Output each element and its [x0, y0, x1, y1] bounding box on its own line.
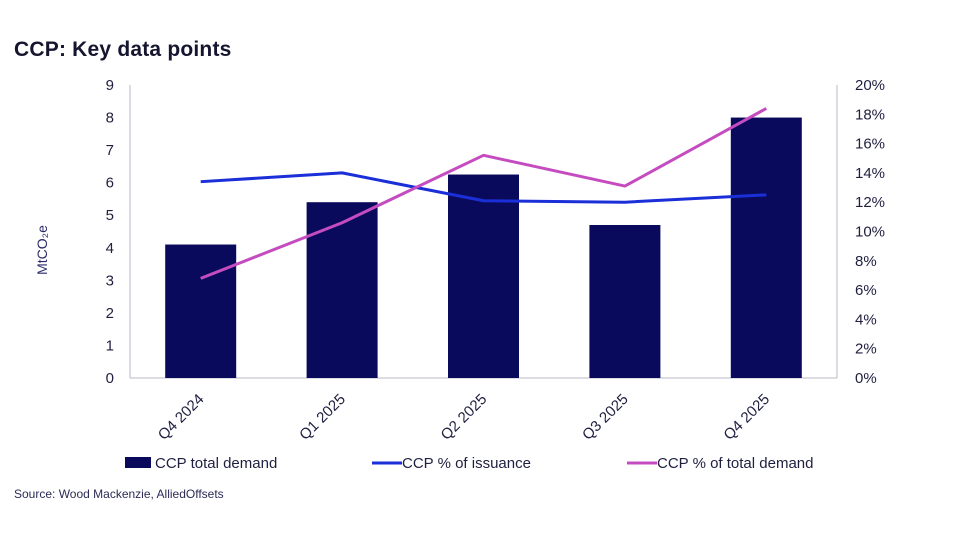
y-tick-label: 5 [106, 207, 114, 224]
y-tick-label: 1 [106, 337, 114, 354]
source-note: Source: Wood Mackenzie, AlliedOffsets [14, 487, 224, 501]
y2-tick-label: 10% [855, 224, 885, 241]
bar-q4-2024 [165, 244, 237, 378]
y2-tick-label: 18% [855, 106, 885, 123]
x-ticks: Q4 2024 Q1 2025 Q2 2025 Q3 2025 Q4 2025 [155, 391, 773, 444]
legend-label-issuance: CCP % of issuance [402, 455, 531, 472]
y2-tick-label: 14% [855, 165, 885, 182]
bars-group [165, 117, 802, 379]
y-tick-label: 9 [106, 77, 114, 94]
y-tick-label: 3 [106, 272, 114, 289]
legend: CCP total demand CCP % of issuance CCP % o… [125, 455, 813, 472]
legend-label-total-demand-pct: CCP % of total demand [657, 455, 813, 472]
y2-tick-label: 0% [855, 370, 877, 387]
legend-label-total-demand: CCP total demand [155, 455, 277, 472]
x-tick-label: Q4 2024 [155, 391, 208, 444]
issuance-line [200, 171, 767, 204]
chart-title: CCP: Key data points [14, 38, 232, 61]
total-demand-line [200, 107, 768, 280]
left-y-ticks: 0 1 2 3 4 5 6 7 8 9 [106, 77, 114, 387]
bar-q2-2025 [448, 174, 519, 378]
y2-tick-label: 6% [855, 282, 877, 299]
bar-q4-2025 [730, 117, 802, 379]
y2-tick-label: 4% [855, 311, 877, 328]
y-tick-label: 8 [106, 110, 114, 127]
y-tick-label: 2 [106, 305, 114, 322]
lines-group [200, 107, 768, 280]
y2-tick-label: 20% [855, 77, 885, 94]
y-tick-label: 4 [106, 240, 114, 257]
y2-tick-label: 8% [855, 253, 877, 270]
bar-q1-2025 [306, 202, 378, 378]
x-tick-label: Q1 2025 [296, 391, 349, 444]
y-axis-label: MtCO₂e [34, 225, 50, 275]
y-tick-label: 0 [106, 370, 114, 387]
bar-q3-2025 [589, 224, 661, 378]
right-y-ticks: 0% 2% 4% 6% 8% 10% 12% 14% 16% 18% 20% [855, 77, 885, 387]
legend-swatch-total-demand [125, 457, 151, 468]
x-tick-label: Q3 2025 [579, 391, 632, 444]
y2-tick-label: 2% [855, 341, 877, 358]
y2-tick-label: 16% [855, 136, 885, 153]
y-tick-label: 7 [106, 142, 114, 159]
x-tick-label: Q4 2025 [720, 391, 773, 444]
y-tick-label: 6 [106, 175, 114, 192]
x-tick-label: Q2 2025 [438, 391, 491, 444]
y2-tick-label: 12% [855, 194, 885, 211]
